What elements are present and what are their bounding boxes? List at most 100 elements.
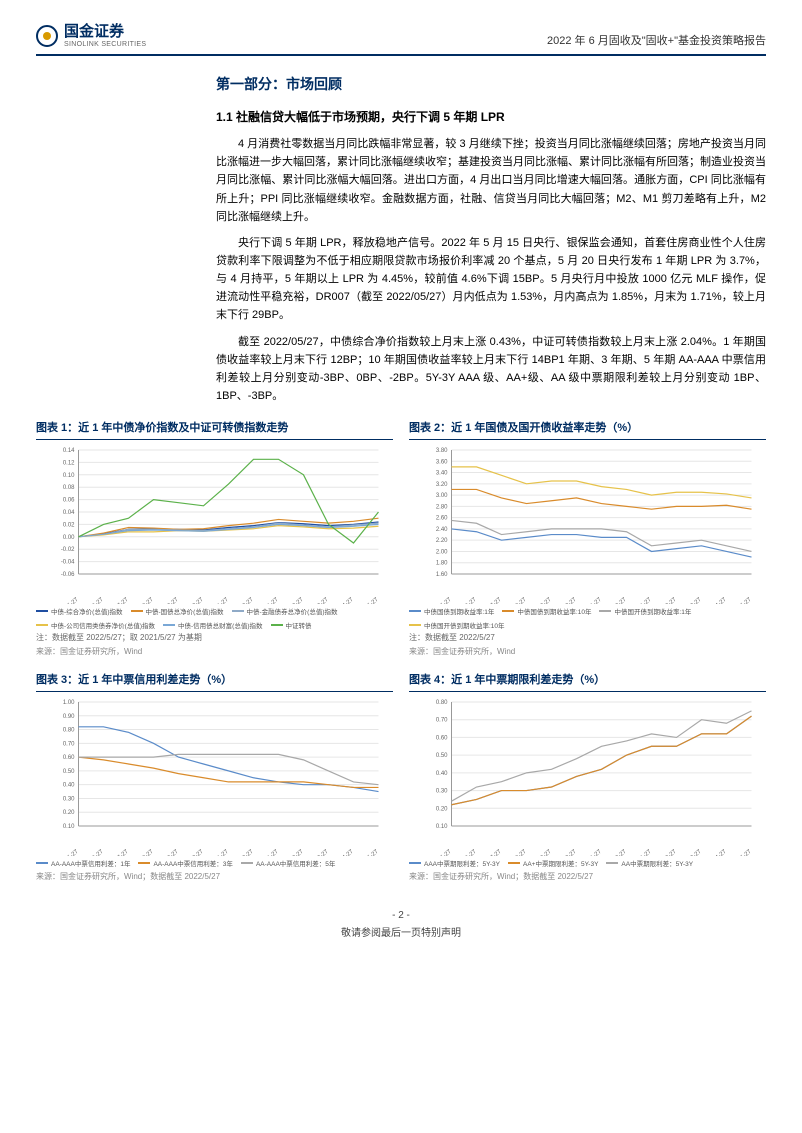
svg-text:-0.06: -0.06 xyxy=(61,572,75,578)
footer: - 2 - 敬请参阅最后一页特别声明 xyxy=(36,910,766,939)
svg-text:0.30: 0.30 xyxy=(436,789,448,795)
legend-swatch xyxy=(409,862,421,864)
legend-label: 中证转债 xyxy=(286,620,312,630)
chart-3-source: 来源：国金证券研究所，Wind；数据截至 2022/5/27 xyxy=(36,871,393,882)
legend-item: AA-AAA中票信用利差：1年 xyxy=(36,858,130,868)
legend-swatch xyxy=(409,624,421,626)
svg-text:1.00: 1.00 xyxy=(63,700,75,706)
legend-swatch xyxy=(271,624,283,626)
svg-text:-0.04: -0.04 xyxy=(61,560,75,566)
legend-label: 中债国开债到期收益率:1年 xyxy=(614,606,691,616)
chart-1-note: 注：数据截至 2022/5/27；取 2021/5/27 为基期 xyxy=(36,632,393,643)
logo-text: 国金证券 SINOLINK SECURITIES xyxy=(64,24,146,48)
chart-3-legend: AA-AAA中票信用利差：1年 AA-AAA中票信用利差：3年 AA-AAA中票信用… xyxy=(36,858,393,868)
legend-item: AA+中票期限利差：5Y-3Y xyxy=(508,858,598,868)
svg-text:3.00: 3.00 xyxy=(436,493,448,499)
chart-1-legend: 中债-综合净价(总值)指数中债-国债总净价(总值)指数 中债-金融债券总净价(总值… xyxy=(36,606,393,630)
legend-swatch xyxy=(138,862,150,864)
legend-swatch xyxy=(502,610,514,612)
chart-3-title: 图表 3：近 1 年中票信用利差走势（%） xyxy=(36,671,393,692)
svg-text:0.10: 0.10 xyxy=(63,473,75,479)
svg-text:0.20: 0.20 xyxy=(436,806,448,812)
legend-item: 中债-综合净价(总值)指数 xyxy=(36,606,123,616)
page: 国金证券 SINOLINK SECURITIES 2022 年 6 月固收及"固… xyxy=(0,0,802,963)
chart-1-source: 来源：国金证券研究所，Wind xyxy=(36,646,393,657)
legend-item: AA-AAA中票信用利差：5年 xyxy=(241,858,335,868)
legend-label: 中债国债到期收益率:10年 xyxy=(517,606,591,616)
chart-4-title: 图表 4：近 1 年中票期限利差走势（%） xyxy=(409,671,766,692)
svg-text:0.80: 0.80 xyxy=(436,700,448,706)
legend-label: AAA中票期限利差：5Y-3Y xyxy=(424,858,500,868)
legend-item: 中债国开债到期收益率:10年 xyxy=(409,620,505,630)
legend-item: AAA中票期限利差：5Y-3Y xyxy=(409,858,500,868)
legend-swatch xyxy=(232,610,244,612)
logo-en: SINOLINK SECURITIES xyxy=(64,41,146,49)
svg-text:0.08: 0.08 xyxy=(63,485,75,491)
section-title: 第一部分：市场回顾 xyxy=(216,74,766,94)
chart-2-title: 图表 2：近 1 年国债及国开债收益率走势（%） xyxy=(409,419,766,440)
legend-swatch xyxy=(163,624,175,626)
legend-swatch xyxy=(606,862,618,864)
svg-text:1.60: 1.60 xyxy=(436,572,448,578)
svg-text:0.20: 0.20 xyxy=(63,810,75,816)
svg-text:2.00: 2.00 xyxy=(436,550,448,556)
svg-text:0.02: 0.02 xyxy=(63,523,75,529)
svg-text:3.40: 3.40 xyxy=(436,471,448,477)
footer-page: - 2 - xyxy=(36,910,766,921)
subsection-title: 1.1 社融信贷大幅低于市场预期，央行下调 5 年期 LPR xyxy=(216,108,766,125)
chart-2-source: 来源：国金证券研究所，Wind xyxy=(409,646,766,657)
legend-swatch xyxy=(508,862,520,864)
legend-swatch xyxy=(131,610,143,612)
legend-swatch xyxy=(36,862,48,864)
legend-item: 中证转债 xyxy=(271,620,312,630)
svg-text:0.04: 0.04 xyxy=(63,510,75,516)
svg-text:0.60: 0.60 xyxy=(436,736,448,742)
svg-text:2.40: 2.40 xyxy=(436,527,448,533)
svg-text:0.10: 0.10 xyxy=(436,824,448,830)
paragraph-2: 央行下调 5 年期 LPR，释放稳地产信号。2022 年 5 月 15 日央行、… xyxy=(216,234,766,325)
chart-1-svg: -0.06-0.04-0.020.000.020.040.060.080.100… xyxy=(36,444,393,604)
svg-text:2.20: 2.20 xyxy=(436,538,448,544)
header: 国金证券 SINOLINK SECURITIES 2022 年 6 月固收及"固… xyxy=(36,24,766,56)
legend-swatch xyxy=(36,624,48,626)
chart-4-svg: 0.100.200.300.400.500.600.700.802021-05-… xyxy=(409,696,766,856)
svg-text:0.12: 0.12 xyxy=(63,461,75,467)
chart-2-note: 注：数据截至 2022/5/27 xyxy=(409,632,766,643)
chart-1-title: 图表 1：近 1 年中债净价指数及中证可转债指数走势 xyxy=(36,419,393,440)
legend-swatch xyxy=(241,862,253,864)
legend-label: 中债-综合净价(总值)指数 xyxy=(51,606,123,616)
svg-text:2.80: 2.80 xyxy=(436,505,448,511)
svg-text:-0.02: -0.02 xyxy=(61,547,75,553)
legend-label: 中债国债到期收益率:1年 xyxy=(424,606,494,616)
logo-cn: 国金证券 xyxy=(64,24,146,41)
chart-2-svg: 1.601.802.002.202.402.602.803.003.203.40… xyxy=(409,444,766,604)
paragraph-1: 4 月消费社零数据当月同比跌幅非常显著，较 3 月继续下挫；投资当月同比涨幅继续… xyxy=(216,135,766,226)
svg-text:1.80: 1.80 xyxy=(436,561,448,567)
legend-label: 中债国开债到期收益率:10年 xyxy=(424,620,505,630)
legend-item: 中债-国债总净价(总值)指数 xyxy=(131,606,224,616)
legend-item: 中债国债到期收益率:10年 xyxy=(502,606,591,616)
legend-label: 中债-金融债券总净价(总值)指数 xyxy=(247,606,338,616)
legend-swatch xyxy=(409,610,421,612)
svg-text:0.40: 0.40 xyxy=(63,783,75,789)
legend-item: 中债-公司信用类债券净价(总值)指数 xyxy=(36,620,155,630)
logo-icon xyxy=(36,25,58,47)
svg-text:0.00: 0.00 xyxy=(63,535,75,541)
legend-item: 中债-信用债总财富(总值)指数 xyxy=(163,620,263,630)
svg-text:3.20: 3.20 xyxy=(436,482,448,488)
svg-text:3.60: 3.60 xyxy=(436,459,448,465)
legend-label: 中债-公司信用类债券净价(总值)指数 xyxy=(51,620,155,630)
svg-text:0.10: 0.10 xyxy=(63,824,75,830)
svg-text:0.30: 0.30 xyxy=(63,797,75,803)
svg-text:0.90: 0.90 xyxy=(63,714,75,720)
legend-swatch xyxy=(36,610,48,612)
legend-item: 中债-金融债券总净价(总值)指数 xyxy=(232,606,338,616)
header-doc-title: 2022 年 6 月固收及"固收+"基金投资策略报告 xyxy=(547,32,766,48)
chart-4-legend: AAA中票期限利差：5Y-3YAA+中票期限利差：5Y-3YAA中票期限利差：5… xyxy=(409,858,766,868)
chart-1: 图表 1：近 1 年中债净价指数及中证可转债指数走势 -0.06 -0.04 -0.… xyxy=(36,419,393,663)
footer-disclaimer: 敬请参阅最后一页特别声明 xyxy=(36,924,766,939)
chart-3: 图表 3：近 1 年中票信用利差走势（%） 0.10 0.20 0.30 0.40 0.… xyxy=(36,671,393,888)
svg-text:0.50: 0.50 xyxy=(63,769,75,775)
svg-text:0.60: 0.60 xyxy=(63,755,75,761)
legend-item: AA-AAA中票信用利差：3年 xyxy=(138,858,232,868)
